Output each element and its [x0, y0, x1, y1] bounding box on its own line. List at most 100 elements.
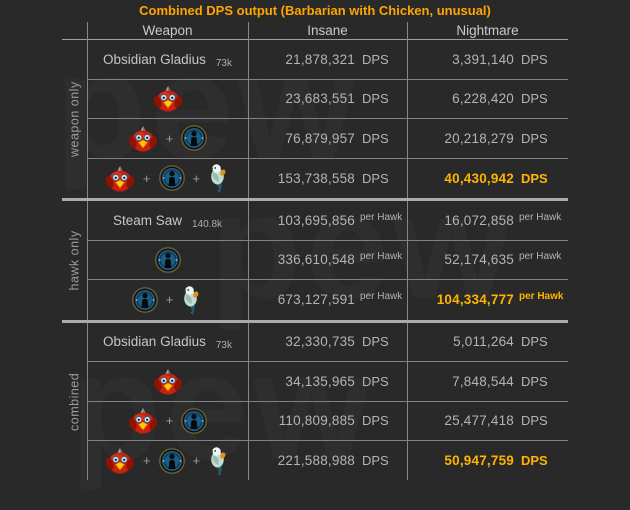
nightmare-value-cell: 52,174,635 per Hawk [407, 241, 568, 280]
section-weapon-only: weapon only Obsidian Gladius 73k 21,878,3… [62, 40, 568, 198]
plus-sign: + [165, 413, 174, 429]
summon-icon [158, 165, 185, 192]
nightmare-value-cell-highlighted: 40,430,942 DPS [407, 159, 568, 199]
dps-suffix: DPS [362, 334, 389, 350]
table-row: 23,683,551 DPS 6,228,420 DPS [87, 80, 568, 119]
summon-icon [158, 447, 185, 474]
summon-icon [181, 125, 208, 152]
chicken-icon [104, 447, 135, 475]
per-hawk-suffix: per Hawk [519, 211, 562, 223]
dps-suffix: DPS [362, 413, 389, 429]
weapon-cell: + + [87, 441, 248, 481]
insane-value-cell: 110,809,885 DPS [248, 402, 407, 441]
group-label-hawk-only: hawk only [67, 230, 82, 291]
insane-value-cell: 76,879,957 DPS [248, 119, 407, 158]
weapon-name: Obsidian Gladius [103, 334, 206, 350]
column-header-weapon: Weapon [142, 23, 193, 38]
insane-value-cell: 21,878,321 DPS [248, 40, 407, 79]
dps-suffix: DPS [521, 51, 548, 67]
dps-suffix: DPS [521, 373, 548, 389]
nightmare-value-cell: 16,072,858 per Hawk [407, 201, 568, 240]
chicken-icon [127, 407, 158, 435]
section-separator [62, 198, 568, 201]
weapon-cell: Obsidian Gladius 73k [87, 40, 248, 79]
dps-suffix: DPS [521, 91, 548, 107]
table-row: 34,135,965 DPS 7,848,544 DPS [87, 362, 568, 402]
insane-value-cell: 34,135,965 DPS [248, 362, 407, 401]
group-label-combined: combined [67, 372, 82, 431]
hawk-icon [181, 285, 203, 315]
nightmare-value-cell: 20,218,279 DPS [407, 119, 568, 158]
weapon-name: Steam Saw [112, 212, 182, 228]
per-hawk-suffix: per Hawk [519, 291, 564, 303]
table-header-row: Weapon Insane Nightmare [62, 22, 568, 40]
weapon-cell: + + [87, 159, 248, 199]
dps-suffix: DPS [362, 453, 389, 469]
weapon-power-sub: 73k [215, 57, 232, 69]
nightmare-value-cell-highlighted: 50,947,759 DPS [407, 441, 568, 481]
per-hawk-suffix: per Hawk [360, 251, 403, 263]
insane-value-cell: 103,695,856 per Hawk [248, 201, 407, 240]
summon-icon [154, 246, 181, 273]
nightmare-value-cell-highlighted: 104,334,777 per Hawk [407, 280, 568, 320]
plus-sign: + [165, 292, 174, 308]
per-hawk-suffix: per Hawk [519, 251, 562, 263]
group-label-weapon-only: weapon only [67, 81, 82, 157]
nightmare-value-cell: 6,228,420 DPS [407, 80, 568, 119]
table-row: + 76,879,957 DPS 20,218,279 DPS [87, 119, 568, 159]
dps-suffix: DPS [362, 170, 389, 186]
insane-value-cell: 23,683,551 DPS [248, 80, 407, 119]
table-row: + + 221,588,988 DPS 50,947,759 DPS [87, 441, 568, 481]
weapon-name: Obsidian Gladius [103, 51, 206, 67]
column-header-nightmare: Nightmare [456, 23, 519, 38]
chicken-icon [104, 165, 135, 192]
per-hawk-suffix: per Hawk [360, 291, 403, 303]
plus-sign: + [142, 453, 151, 469]
table-row: 336,610,548 per Hawk 52,174,635 per Hawk [87, 241, 568, 280]
dps-suffix: DPS [362, 51, 389, 67]
table-row: + 110,809,885 DPS 25,477,418 DPS [87, 402, 568, 441]
dps-suffix: DPS [521, 413, 548, 429]
dps-suffix: DPS [362, 91, 389, 107]
hawk-icon [208, 163, 230, 193]
table-row: Obsidian Gladius 73k 32,330,735 DPS 5,011,… [87, 323, 568, 362]
nightmare-value-cell: 5,011,264 DPS [407, 323, 568, 362]
section-separator [62, 319, 568, 323]
nightmare-value-cell: 25,477,418 DPS [407, 402, 568, 441]
insane-value-cell: 336,610,548 per Hawk [248, 241, 407, 280]
plus-sign: + [142, 170, 151, 186]
grid-vline [248, 22, 249, 480]
hawk-icon [208, 446, 230, 476]
section-combined: combined Obsidian Gladius 73k 32,330,735 D… [62, 323, 568, 481]
weapon-power-sub: 140.8k [192, 218, 223, 230]
insane-value-cell: 153,738,558 DPS [248, 159, 407, 199]
table-row: + 673,127,591 per Hawk 104,334,777 per Haw… [87, 280, 568, 320]
weapon-cell: + [87, 119, 248, 158]
plus-sign: + [192, 170, 201, 186]
nightmare-value-cell: 7,848,544 DPS [407, 362, 568, 401]
weapon-cell [87, 80, 248, 119]
dps-suffix: DPS [362, 373, 389, 389]
dps-suffix: DPS [521, 130, 548, 146]
dps-suffix: DPS [521, 334, 548, 350]
page-title: Combined DPS output (Barbarian with Chic… [139, 3, 491, 18]
summon-icon [181, 407, 208, 434]
weapon-cell: + [87, 402, 248, 441]
dps-suffix: DPS [521, 453, 548, 469]
summon-icon [131, 286, 158, 313]
weapon-cell [87, 241, 248, 280]
plus-sign: + [165, 130, 174, 146]
insane-value-cell: 673,127,591 per Hawk [248, 280, 407, 320]
nightmare-value-cell: 3,391,140 DPS [407, 40, 568, 79]
dps-suffix: DPS [521, 170, 548, 186]
insane-value-cell: 221,588,988 DPS [248, 441, 407, 481]
grid-vline [407, 22, 408, 480]
insane-value-cell: 32,330,735 DPS [248, 323, 407, 362]
table-row: + + 153,738,558 DPS 40,430,942 DPS [87, 159, 568, 199]
table-row: Steam Saw 140.8k 103,695,856 per Hawk 16,0… [87, 201, 568, 241]
weapon-power-sub: 73k [215, 340, 232, 352]
grid-vline [87, 22, 88, 480]
weapon-cell: + [87, 280, 248, 320]
chicken-icon [127, 125, 158, 152]
